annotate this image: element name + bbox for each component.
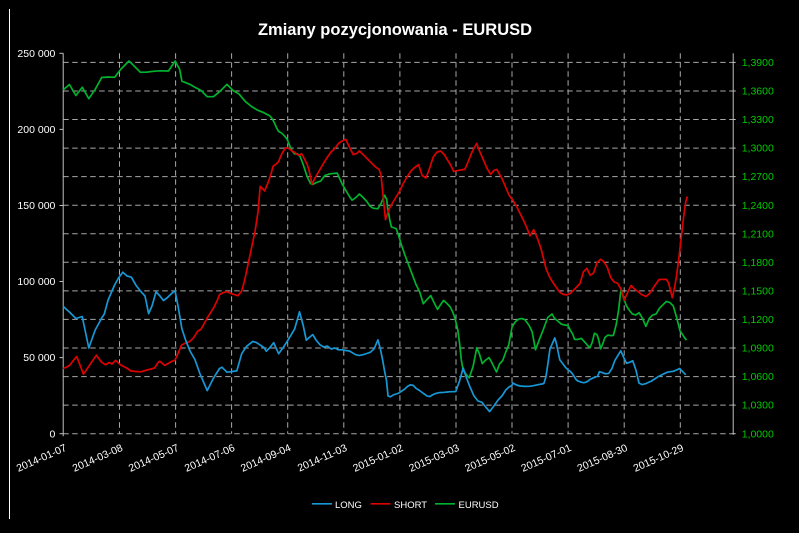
svg-text:1,0900: 1,0900 [742, 343, 774, 355]
svg-text:50 000: 50 000 [23, 352, 55, 364]
svg-text:LONG: LONG [335, 500, 362, 511]
svg-text:1,1800: 1,1800 [742, 257, 774, 269]
svg-text:1,2400: 1,2400 [742, 200, 774, 212]
svg-text:1,0000: 1,0000 [742, 428, 774, 440]
svg-text:150 000: 150 000 [17, 200, 55, 212]
svg-text:SHORT: SHORT [394, 500, 427, 511]
svg-text:1,3900: 1,3900 [742, 57, 774, 69]
svg-text:1,1200: 1,1200 [742, 314, 774, 326]
svg-text:1,0300: 1,0300 [742, 400, 774, 412]
svg-text:0: 0 [50, 428, 56, 440]
svg-text:1,0600: 1,0600 [742, 371, 774, 383]
svg-text:1,3600: 1,3600 [742, 86, 774, 98]
svg-text:1,3000: 1,3000 [742, 143, 774, 155]
svg-text:250 000: 250 000 [17, 48, 55, 60]
svg-text:EURUSD: EURUSD [459, 500, 499, 511]
svg-text:1,3300: 1,3300 [742, 114, 774, 126]
svg-text:200 000: 200 000 [17, 124, 55, 136]
svg-text:100 000: 100 000 [17, 276, 55, 288]
svg-text:1,1500: 1,1500 [742, 286, 774, 298]
svg-text:Zmiany pozycjonowania - EURUSD: Zmiany pozycjonowania - EURUSD [258, 21, 532, 39]
svg-text:1,2100: 1,2100 [742, 228, 774, 240]
svg-text:1,2700: 1,2700 [742, 171, 774, 183]
